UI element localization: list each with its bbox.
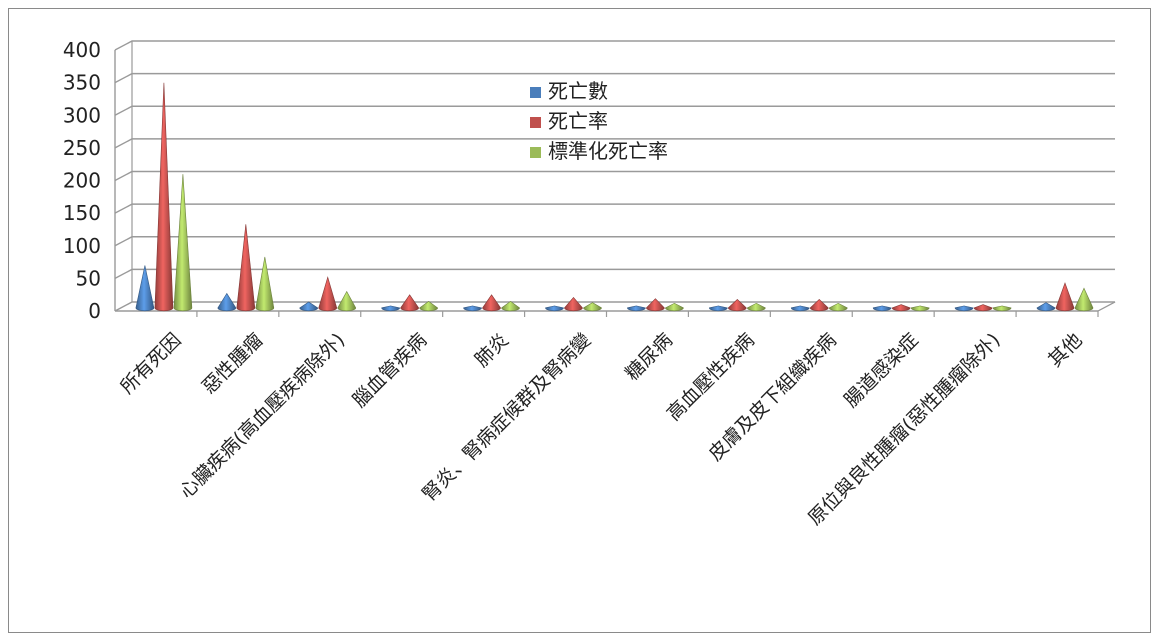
bar-cone bbox=[1036, 302, 1056, 312]
gridline bbox=[114, 236, 1115, 247]
chart-frame bbox=[8, 8, 1151, 633]
gridline bbox=[114, 40, 1115, 51]
bar-cone bbox=[910, 305, 930, 312]
bar-cone bbox=[992, 305, 1012, 312]
bar-cone bbox=[1055, 282, 1075, 312]
bar-cone bbox=[236, 224, 256, 312]
legend-swatch bbox=[530, 147, 541, 158]
legend-item: 死亡率 bbox=[530, 109, 608, 133]
legend-label: 死亡率 bbox=[548, 109, 608, 133]
y-tick-label: 100 bbox=[63, 234, 101, 258]
x-tick-label: 其他 bbox=[1044, 329, 1086, 371]
gridline bbox=[114, 105, 1115, 116]
bar-cone bbox=[501, 300, 520, 312]
bar-cone bbox=[583, 302, 602, 312]
bar-cone bbox=[828, 302, 848, 312]
bar-cone bbox=[1074, 287, 1094, 312]
x-tick-label: 心臟疾病(高血壓疾病除外) bbox=[176, 329, 350, 503]
bar-cone bbox=[709, 305, 728, 312]
x-tick-label: 所有死因 bbox=[116, 329, 185, 398]
bar-cone bbox=[463, 305, 482, 312]
y-tick-label: 300 bbox=[63, 103, 101, 127]
bar-cone bbox=[255, 256, 275, 312]
bars bbox=[135, 82, 1094, 312]
x-tick-label: 惡性腫瘤 bbox=[198, 329, 267, 398]
bar-cone bbox=[747, 302, 766, 312]
bar-cone bbox=[728, 298, 747, 312]
bar-cone bbox=[337, 290, 357, 312]
bar-cone bbox=[299, 301, 319, 312]
bar-cone bbox=[173, 174, 193, 312]
bar-cone bbox=[872, 305, 892, 312]
bar-cone bbox=[419, 300, 438, 312]
bar-cone bbox=[973, 304, 993, 312]
gridline bbox=[114, 203, 1115, 214]
x-tick-label: 糖尿病 bbox=[621, 329, 677, 385]
bar-cone bbox=[154, 82, 174, 312]
y-tick-label: 150 bbox=[63, 201, 101, 225]
bar-cone bbox=[665, 302, 684, 312]
y-tick-label: 0 bbox=[88, 299, 101, 323]
x-tick-label: 腎炎、腎病症候群及腎病變 bbox=[418, 329, 595, 506]
y-tick-label: 50 bbox=[76, 266, 101, 290]
legend-label: 標準化死亡率 bbox=[548, 139, 668, 163]
y-tick-label: 200 bbox=[63, 169, 101, 193]
bar-cone bbox=[135, 265, 155, 312]
bar-cone bbox=[790, 305, 810, 312]
legend-item: 標準化死亡率 bbox=[530, 139, 668, 163]
y-axis: 0 50 100 150 200 250 300 350 400 bbox=[63, 38, 1116, 323]
floor-edge bbox=[1097, 301, 1116, 312]
x-tick-label: 肺炎 bbox=[471, 329, 513, 371]
bar-cone bbox=[381, 305, 400, 312]
bar-cone bbox=[646, 298, 665, 312]
x-tick-label: 腦血管疾病 bbox=[349, 329, 432, 412]
bar-cone bbox=[954, 305, 974, 312]
bar-cone bbox=[482, 294, 501, 312]
bar-cone bbox=[809, 298, 829, 312]
legend-swatch bbox=[530, 117, 541, 128]
gridline bbox=[114, 72, 1115, 84]
legend-label: 死亡數 bbox=[548, 79, 608, 103]
bar-cone bbox=[217, 292, 237, 312]
gridline bbox=[114, 170, 1115, 182]
bar-cone bbox=[400, 294, 419, 312]
y-tick-label: 400 bbox=[63, 38, 101, 62]
y-tick-label: 350 bbox=[63, 71, 101, 95]
x-tick-label: 腸道感染症 bbox=[840, 329, 923, 412]
legend-item: 死亡數 bbox=[530, 79, 608, 103]
bar-cone bbox=[564, 296, 583, 312]
y-tick-label: 250 bbox=[63, 136, 101, 160]
bar-cone bbox=[891, 304, 911, 312]
bar-cone bbox=[627, 305, 646, 312]
bar-cone bbox=[545, 305, 564, 312]
legend-swatch bbox=[530, 87, 541, 98]
bar-cone bbox=[318, 276, 338, 312]
